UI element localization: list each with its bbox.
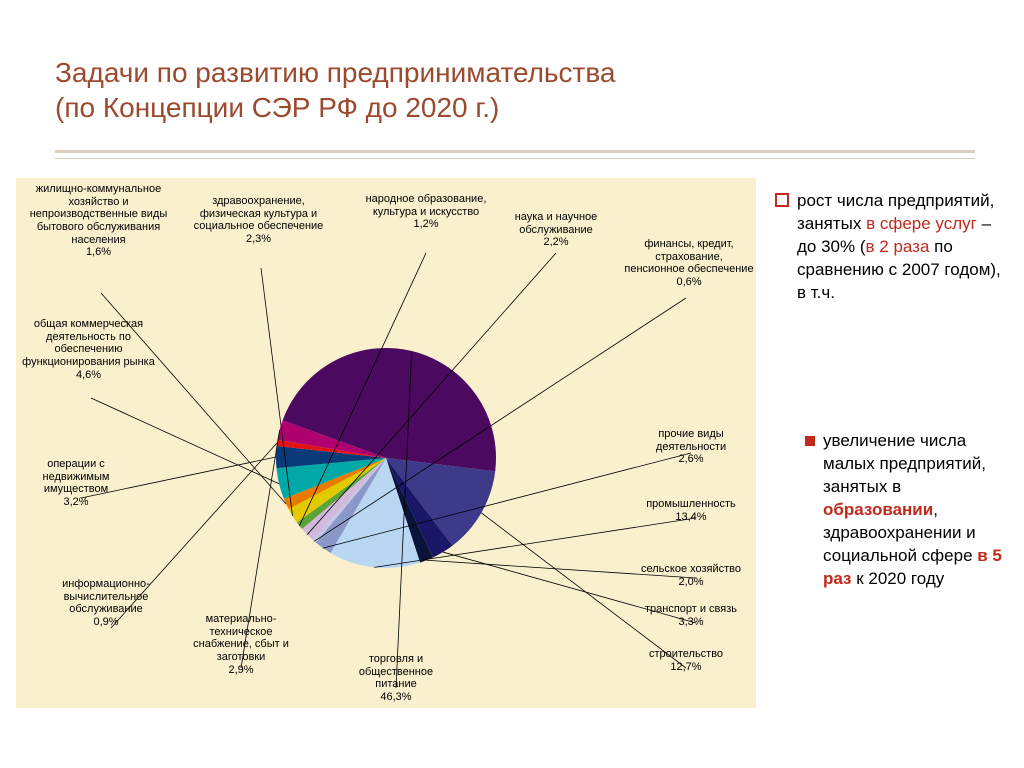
chart-panel: торговля и общественное питание46,3% стро… (16, 178, 756, 708)
bullet-2-text: увеличение числа малых предприятий, заня… (823, 430, 1010, 591)
slide-title: Задачи по развитию предпринимательства (… (55, 55, 975, 125)
pie-label: народное образование, культура и искусст… (351, 193, 501, 231)
side-bullet-1: рост числа предприятий, занятых в сфере … (775, 190, 1005, 313)
pie-label: промышленность13,4% (636, 498, 746, 523)
slide-root: { "title": { "line1": "Задачи по развити… (0, 0, 1024, 768)
bullet-1-text: рост числа предприятий, занятых в сфере … (797, 190, 1005, 305)
pie-label: прочие виды деятельности2,6% (641, 428, 741, 466)
leader-line (481, 513, 686, 668)
pie-label: жилищно-коммунальное хозяйство и непроиз… (21, 183, 176, 259)
side-bullet-2: увеличение числа малых предприятий, заня… (805, 430, 1010, 599)
pie-label: наука и научное обслуживание2,2% (491, 211, 621, 249)
pie-label: здравоохранение, физическая культура и с… (181, 195, 336, 246)
pie-label: материально-техническое снабжение, сбыт … (186, 613, 296, 676)
pie-label: транспорт и связь3,3% (636, 603, 746, 628)
pie-label: сельское хозяйство2,0% (631, 563, 751, 588)
pie-label: строительство12,7% (636, 648, 736, 673)
pie-label: информационно-вычислительное обслуживани… (41, 578, 171, 629)
pie-label: операции с недвижимым имуществом3,2% (21, 458, 131, 509)
bullet-square-filled-icon (805, 436, 815, 446)
pie-label: торговля и общественное питание46,3% (346, 653, 446, 704)
pie-label: общая коммерческая деятельность по обесп… (21, 318, 156, 381)
title-line-1: Задачи по развитию предпринимательства (55, 55, 975, 90)
bullet-square-icon (775, 193, 789, 207)
title-underline (55, 150, 975, 164)
leader-line (261, 268, 292, 516)
pie-label: финансы, кредит, страхование, пенсионное… (624, 238, 754, 289)
title-line-2: (по Концепции СЭР РФ до 2020 г.) (55, 90, 975, 125)
